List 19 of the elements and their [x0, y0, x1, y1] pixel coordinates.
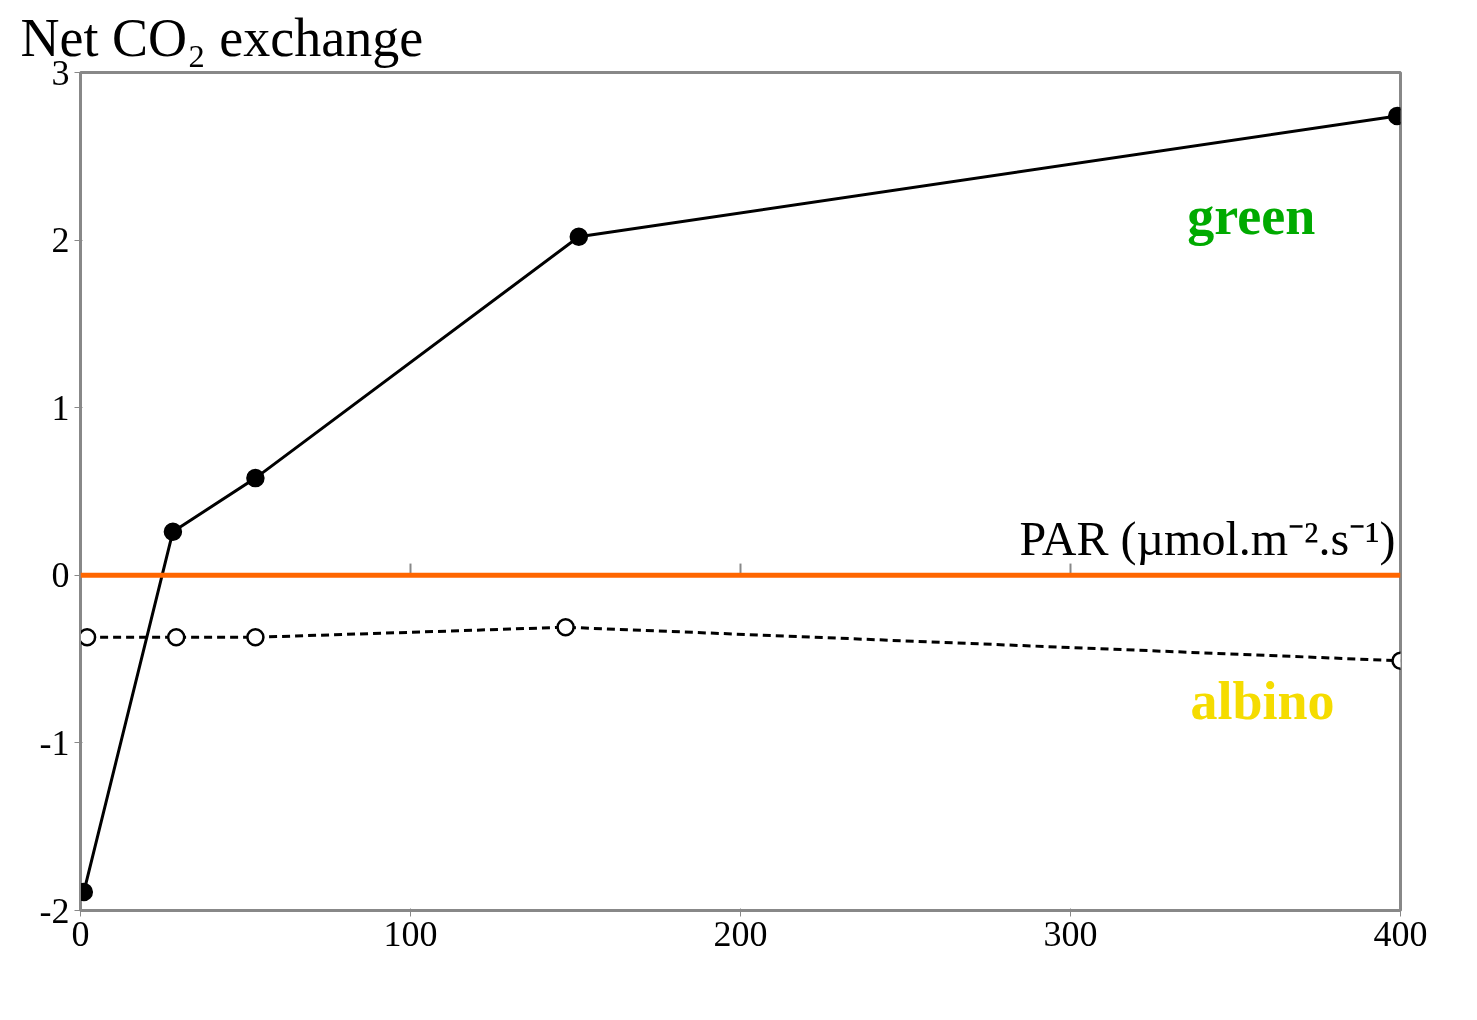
x-tick-label: 100: [383, 913, 438, 954]
point: [163, 522, 183, 541]
x-tick-label: 200: [713, 913, 768, 954]
series-label: green: [1187, 186, 1316, 247]
y-tick-label: 2: [51, 220, 70, 261]
point: [166, 628, 186, 647]
x-tick-label: 300: [1043, 913, 1098, 954]
point: [246, 628, 265, 647]
point: [556, 618, 575, 637]
x-axis-title: PAR (µmol.m⁻².s⁻¹): [1019, 512, 1396, 567]
y-tick-label: -1: [39, 722, 70, 763]
y-tick-label: 1: [51, 387, 70, 428]
y-tick-label: -2: [39, 890, 70, 931]
point: [80, 628, 97, 647]
point: [569, 227, 589, 246]
series-label: albino: [1190, 670, 1335, 731]
y-tick-label: 0: [51, 555, 70, 596]
point: [246, 468, 265, 488]
x-tick-label: 400: [1373, 913, 1428, 954]
